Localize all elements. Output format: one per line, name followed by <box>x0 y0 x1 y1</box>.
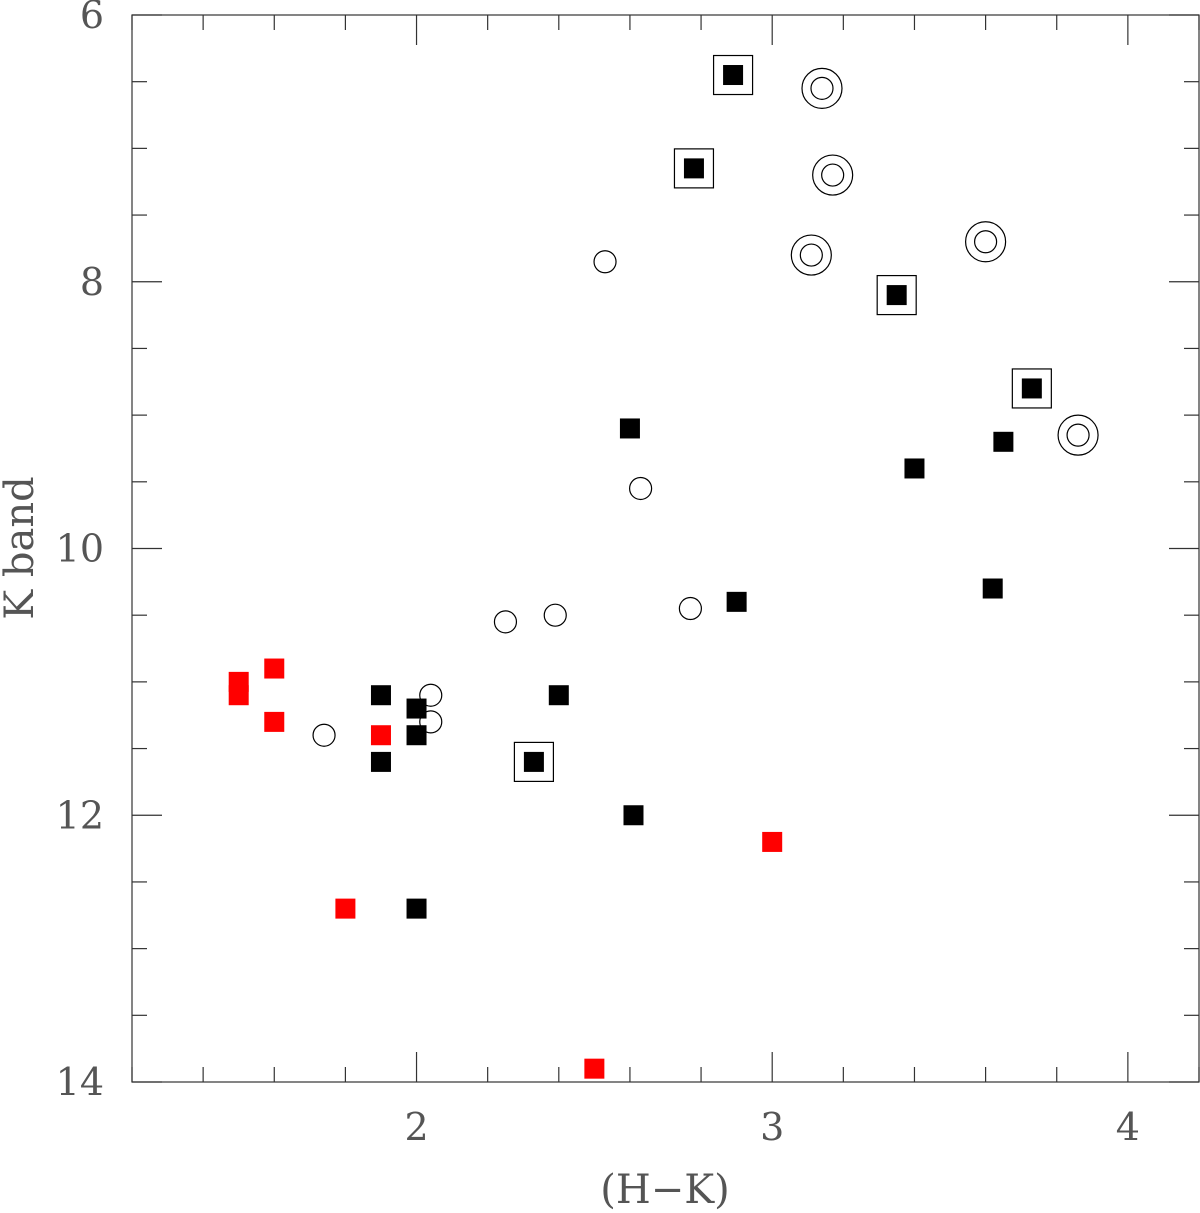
y-tick-label: 12 <box>56 793 104 837</box>
black-square-point <box>726 591 747 612</box>
black-square-point <box>406 725 427 746</box>
inner-circle <box>810 76 834 100</box>
red-square-point <box>264 711 285 732</box>
black-square-point <box>623 805 644 826</box>
tick-labels: 2 3 4 6 8 10 12 14 <box>56 0 1140 1149</box>
outer-circle <box>1057 414 1099 456</box>
outer-circle <box>801 67 843 109</box>
outer-box <box>1011 368 1052 409</box>
inner-circle <box>821 163 845 187</box>
inner-square <box>1021 378 1042 399</box>
red-square-point <box>264 658 285 679</box>
double-circle-point <box>812 154 854 196</box>
red-square-point <box>584 1058 605 1079</box>
outer-circle <box>964 221 1007 263</box>
red-square-point <box>370 725 391 746</box>
outer-box <box>712 54 754 96</box>
x-tick-label: 2 <box>404 1105 428 1149</box>
x-tick-label: 4 <box>1116 1105 1140 1149</box>
y-axis-title: K band <box>0 476 43 619</box>
black-square-point <box>904 458 925 479</box>
boxed-square-point <box>513 741 555 783</box>
boxed-square-point <box>673 148 715 189</box>
inner-square <box>523 751 544 772</box>
red-square-point <box>228 685 249 706</box>
double-circle-point <box>964 221 1007 263</box>
black-square-point <box>406 898 427 919</box>
axis-ticks <box>131 14 1200 1083</box>
y-tick-label: 8 <box>80 260 104 304</box>
black-square-point <box>370 685 391 706</box>
open-circle-point <box>593 250 617 274</box>
boxed-square-point <box>1011 368 1052 409</box>
black-square-point <box>982 578 1003 599</box>
x-tick-label: 3 <box>760 1105 784 1149</box>
outer-box <box>876 274 917 316</box>
open-circle-point <box>493 610 518 634</box>
red-square-point <box>335 898 356 919</box>
outer-box <box>513 741 555 783</box>
open-circle-point <box>543 603 567 627</box>
outer-box <box>673 148 715 189</box>
double-circle-point <box>801 67 843 109</box>
inner-square <box>723 65 744 86</box>
double-circle-point <box>1057 414 1099 456</box>
x-axis-title: (H−K) <box>600 1167 730 1213</box>
boxed-square-point <box>712 54 754 96</box>
inner-square <box>683 158 704 179</box>
inner-circle <box>1066 423 1090 447</box>
black-square-point <box>370 751 391 772</box>
red-square-point <box>762 831 783 852</box>
y-tick-label: 10 <box>56 527 104 571</box>
black-square-point <box>993 431 1014 452</box>
double-circle-point <box>790 234 832 276</box>
open-circle-point <box>629 476 653 501</box>
inner-circle <box>973 230 998 254</box>
outer-circle <box>812 154 854 196</box>
black-square-point <box>548 685 569 706</box>
y-tick-label: 6 <box>80 0 104 37</box>
open-circle-point <box>419 710 443 734</box>
data-points <box>228 54 1099 1079</box>
y-tick-label: 14 <box>56 1060 104 1104</box>
plot-frame <box>131 14 1200 1083</box>
inner-square <box>886 285 907 306</box>
open-circle-point <box>312 723 336 747</box>
open-circle-point <box>678 596 702 621</box>
outer-circle <box>790 234 832 276</box>
inner-circle <box>799 243 823 267</box>
open-circle-point <box>419 683 443 707</box>
black-square-point <box>406 698 427 719</box>
black-square-point <box>619 418 640 439</box>
boxed-square-point <box>876 274 917 316</box>
